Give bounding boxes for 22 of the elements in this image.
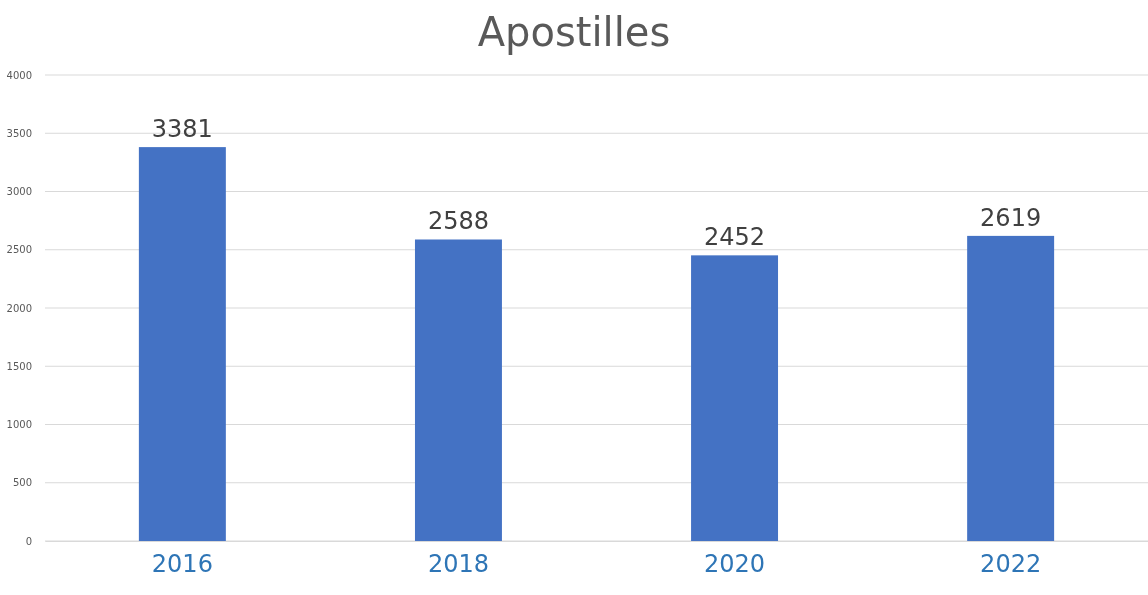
y-tick-label: 0 (25, 535, 32, 547)
bar (691, 255, 779, 541)
data-label: 2588 (427, 207, 489, 236)
y-tick-label: 3000 (6, 186, 32, 198)
y-tick-label: 1500 (6, 360, 32, 372)
y-tick-label: 2500 (6, 244, 32, 256)
y-tick-label: 4000 (6, 69, 32, 81)
x-tick-label: 2016 (151, 550, 213, 579)
chart-title: Apostilles (477, 9, 671, 55)
y-tick-label: 2000 (6, 302, 32, 314)
x-tick-label: 2020 (704, 550, 766, 579)
bar (414, 239, 502, 541)
y-tick-label: 500 (12, 477, 32, 489)
data-label: 2619 (980, 203, 1042, 232)
data-label: 2452 (704, 223, 766, 252)
x-tick-label: 2022 (980, 550, 1042, 579)
y-tick-label: 3500 (6, 127, 32, 139)
bar (138, 147, 226, 541)
y-tick-label: 1000 (6, 419, 32, 431)
data-label: 3381 (151, 115, 213, 144)
bar (967, 235, 1055, 541)
x-tick-label: 2018 (427, 550, 489, 579)
